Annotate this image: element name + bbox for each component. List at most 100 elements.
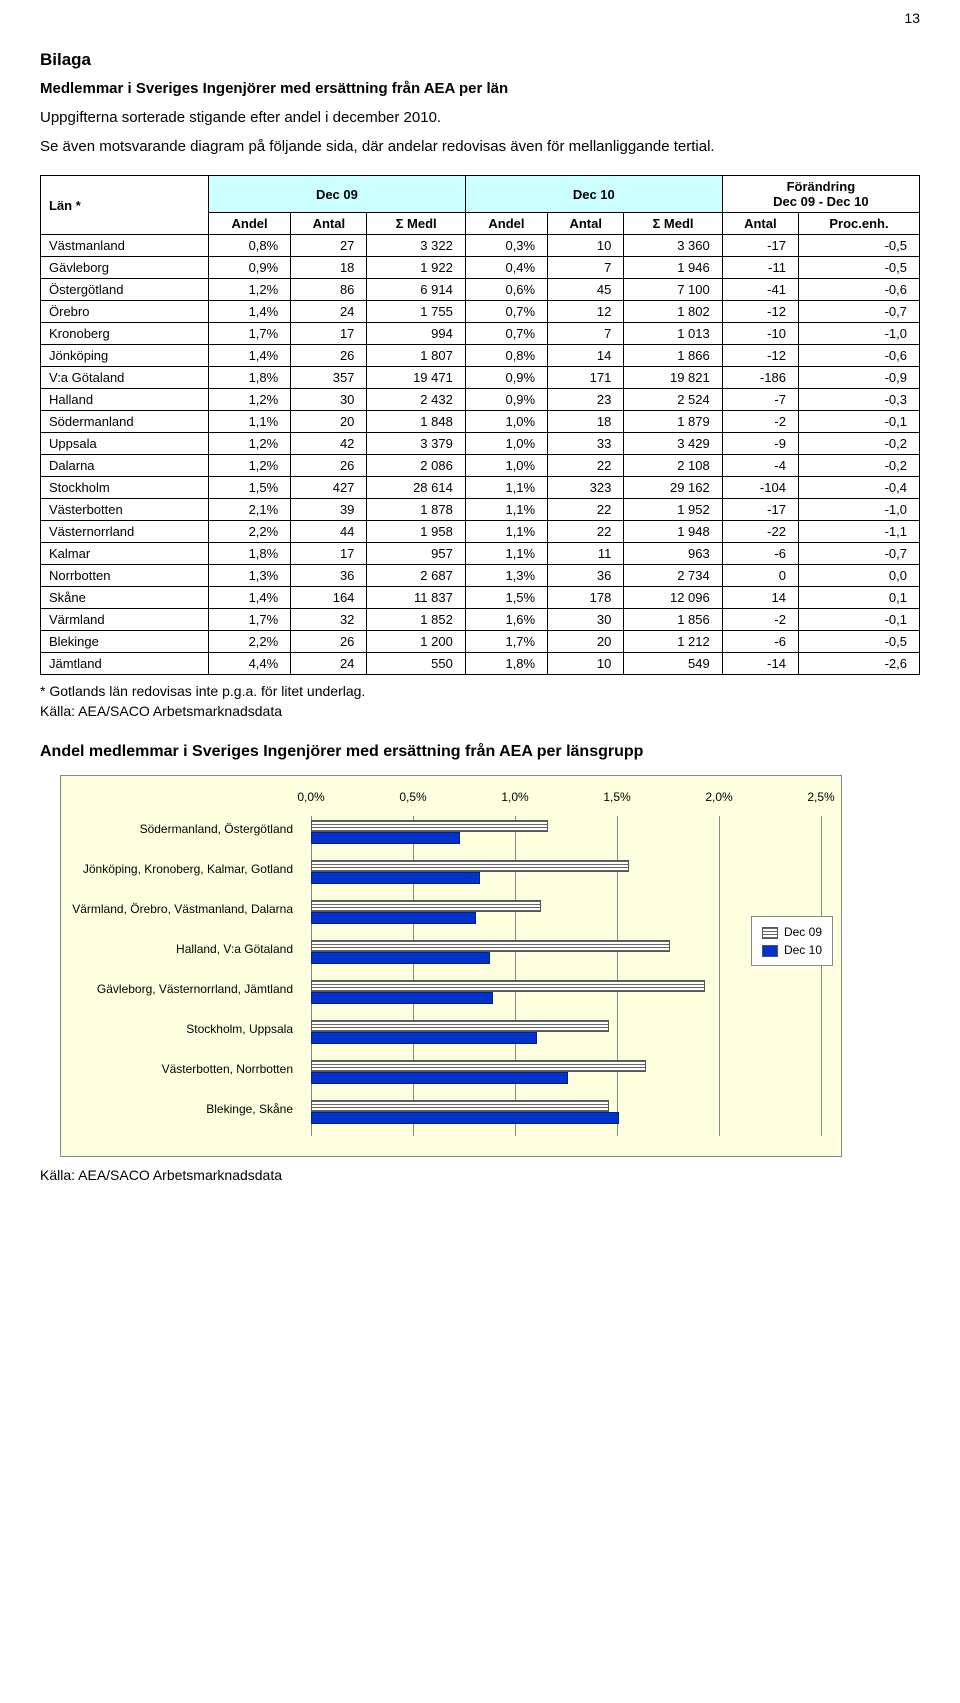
table-cell: -0,5 [798, 235, 919, 257]
data-table: Län * Dec 09 Dec 10 FörändringDec 09 - D… [40, 175, 920, 675]
chart-ylabel: Stockholm, Uppsala [61, 1022, 301, 1036]
table-cell-name: Västmanland [41, 235, 209, 257]
chart-bar-dec10 [311, 832, 460, 844]
table-row: Västerbotten2,1%391 8781,1%221 952-17-1,… [41, 499, 920, 521]
table-cell: 0,3% [465, 235, 547, 257]
table-cell: 2 086 [367, 455, 465, 477]
table-cell: 0,9% [465, 367, 547, 389]
legend-label-dec10: Dec 10 [784, 943, 822, 957]
table-cell: 1,8% [208, 367, 290, 389]
table-cell: -4 [722, 455, 798, 477]
chart-bar-dec09 [311, 900, 541, 912]
table-cell: 28 614 [367, 477, 465, 499]
chart-row [311, 1016, 821, 1048]
table-cell: 10 [548, 653, 624, 675]
table-cell: 1 856 [624, 609, 722, 631]
chart-ylabel: Jönköping, Kronoberg, Kalmar, Gotland [61, 862, 301, 876]
chart-bar-dec09 [311, 1020, 609, 1032]
table-cell: 1,0% [465, 433, 547, 455]
chart-xtick: 2,0% [705, 790, 732, 804]
table-cell: 11 [548, 543, 624, 565]
table-cell: -0,5 [798, 257, 919, 279]
table-cell: -1,0 [798, 499, 919, 521]
table-cell: 1 948 [624, 521, 722, 543]
table-cell: -10 [722, 323, 798, 345]
table-cell: 994 [367, 323, 465, 345]
table-cell: 549 [624, 653, 722, 675]
chart-row [311, 1096, 821, 1128]
table-cell: 26 [291, 345, 367, 367]
chart-bar-dec10 [311, 952, 490, 964]
table-cell-name: Västernorrland [41, 521, 209, 543]
table-cell-name: Jönköping [41, 345, 209, 367]
subtitle-1: Uppgifterna sorterade stigande efter and… [40, 109, 920, 126]
table-cell: 24 [291, 653, 367, 675]
chart-xtick: 0,5% [399, 790, 426, 804]
table-cell: 44 [291, 521, 367, 543]
table-cell: 14 [722, 587, 798, 609]
table-cell: 1,4% [208, 301, 290, 323]
table-cell: 22 [548, 499, 624, 521]
table-cell: 1,2% [208, 455, 290, 477]
table-cell: 1,1% [208, 411, 290, 433]
table-cell: 23 [548, 389, 624, 411]
table-cell: 0,7% [465, 323, 547, 345]
table-cell-name: Blekinge [41, 631, 209, 653]
chart-ylabel: Blekinge, Skåne [61, 1102, 301, 1116]
table-cell: 3 379 [367, 433, 465, 455]
table-cell: 0,1 [798, 587, 919, 609]
chart-ylabel: Gävleborg, Västernorrland, Jämtland [61, 982, 301, 996]
table-cell: 11 837 [367, 587, 465, 609]
table-cell: 0,4% [465, 257, 547, 279]
table-cell: 24 [291, 301, 367, 323]
table-cell: 20 [548, 631, 624, 653]
table-cell: 2 734 [624, 565, 722, 587]
table-cell-name: Kronoberg [41, 323, 209, 345]
table-cell: 1 807 [367, 345, 465, 367]
chart-bar-dec10 [311, 1112, 619, 1124]
table-cell: 1 848 [367, 411, 465, 433]
table-cell: 22 [548, 455, 624, 477]
table-col-header: Proc.enh. [798, 213, 919, 235]
table-cell: 29 162 [624, 477, 722, 499]
table-cell: 2 432 [367, 389, 465, 411]
table-cell: 2,2% [208, 631, 290, 653]
table-cell: 7 100 [624, 279, 722, 301]
table-cell: -186 [722, 367, 798, 389]
table-cell: 1 922 [367, 257, 465, 279]
table-cell: 1,2% [208, 279, 290, 301]
table-cell: 7 [548, 323, 624, 345]
table-cell: 1,0% [465, 411, 547, 433]
table-cell: -17 [722, 499, 798, 521]
chart-bar-dec10 [311, 1032, 537, 1044]
table-cell: 0,6% [465, 279, 547, 301]
table-cell: 1 958 [367, 521, 465, 543]
table-cell: 30 [548, 609, 624, 631]
table-cell: 6 914 [367, 279, 465, 301]
table-row: Örebro1,4%241 7550,7%121 802-12-0,7 [41, 301, 920, 323]
table-cell-name: Halland [41, 389, 209, 411]
table-row: Södermanland1,1%201 8481,0%181 879-2-0,1 [41, 411, 920, 433]
table-cell: 1,7% [208, 323, 290, 345]
table-col-header: Andel [208, 213, 290, 235]
table-cell: 1,3% [208, 565, 290, 587]
table-cell: -11 [722, 257, 798, 279]
table-row: Kalmar1,8%179571,1%11963-6-0,7 [41, 543, 920, 565]
table-cell: 1,1% [465, 499, 547, 521]
table-cell-name: Norrbotten [41, 565, 209, 587]
table-cell: 0 [722, 565, 798, 587]
table-cell: 1 878 [367, 499, 465, 521]
table-cell-name: Jämtland [41, 653, 209, 675]
table-col-header: Antal [548, 213, 624, 235]
chart-bar-dec10 [311, 872, 480, 884]
bar-chart: Dec 09 Dec 10 0,0%0,5%1,0%1,5%2,0%2,5%Sö… [60, 775, 842, 1157]
chart-xtick: 2,5% [807, 790, 834, 804]
chart-bar-dec09 [311, 1060, 646, 1072]
table-cell: 0,8% [208, 235, 290, 257]
chart-row [311, 896, 821, 928]
section-heading: Bilaga [40, 50, 920, 70]
chart-xtick: 1,5% [603, 790, 630, 804]
chart-row [311, 976, 821, 1008]
table-cell-name: Uppsala [41, 433, 209, 455]
table-cell-name: Östergötland [41, 279, 209, 301]
